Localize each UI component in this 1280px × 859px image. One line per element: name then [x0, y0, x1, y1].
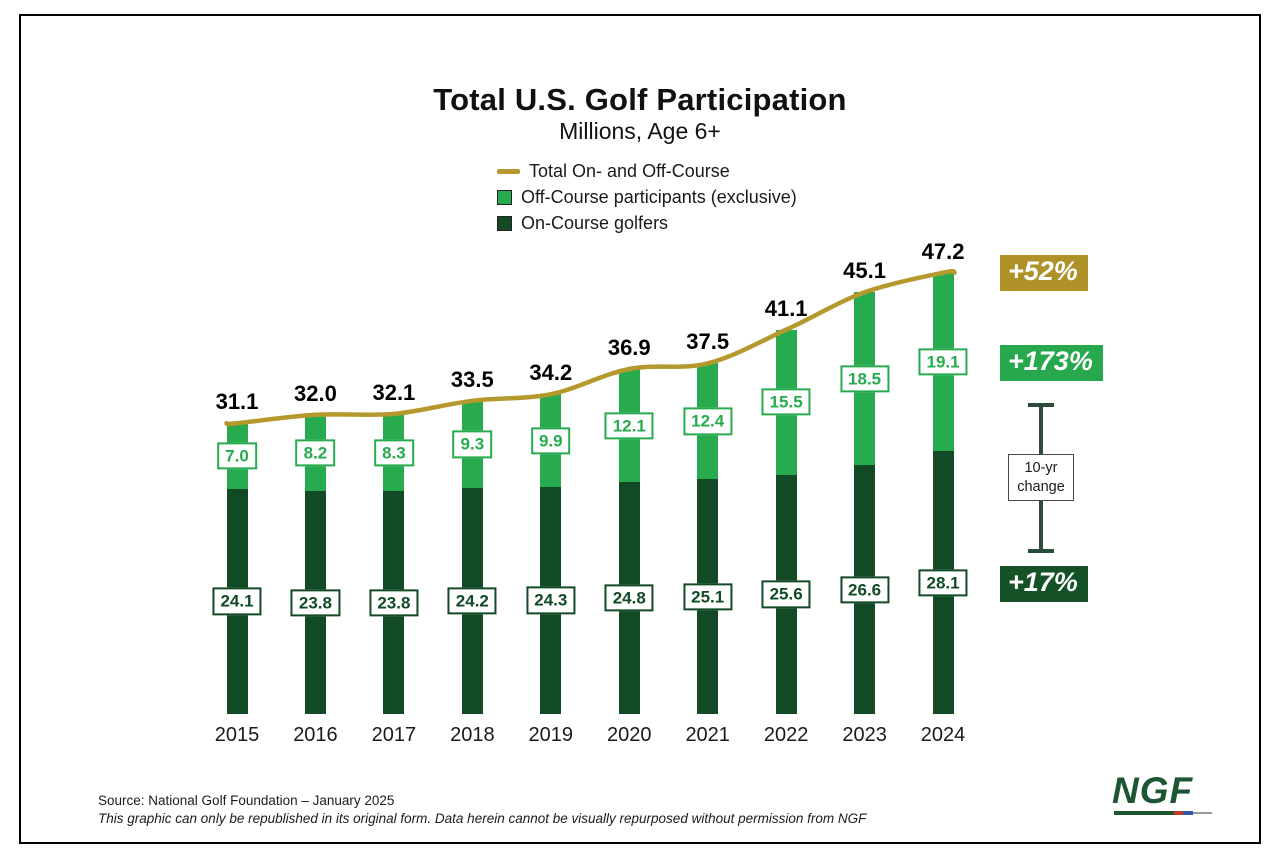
on-course-value-label: 25.6 [761, 580, 811, 608]
legend-item-on-course: On-Course golfers [497, 210, 797, 236]
on-course-value-label: 26.6 [840, 576, 890, 604]
bracket-label-line1: 10-yr [1024, 459, 1058, 476]
x-axis-year-label: 2017 [371, 724, 417, 746]
on-course-value-label: 24.3 [526, 586, 576, 615]
off-course-value-label: 9.9 [530, 426, 571, 455]
x-axis-year-label: 2022 [763, 724, 809, 746]
off-course-value-label: 12.4 [683, 407, 733, 435]
square-swatch-icon [497, 215, 512, 231]
underline-red-segment [1174, 811, 1183, 815]
on-course-change-badge: +17% [1000, 566, 1088, 602]
bracket-bottom-cap [1028, 549, 1054, 553]
x-axis-year-label: 2015 [214, 724, 260, 746]
ten-year-change-label: 10-yr change [1008, 454, 1074, 501]
source-text: Source: National Golf Foundation – Janua… [98, 793, 395, 808]
on-course-value-label: 25.1 [683, 583, 733, 611]
off-course-value-label: 8.3 [374, 439, 414, 467]
x-axis-year-label: 2016 [293, 724, 338, 746]
total-value-label: 34.2 [529, 360, 573, 386]
total-value-label: 45.1 [843, 258, 887, 284]
off-course-value-label: 8.2 [295, 439, 336, 467]
on-course-value-label: 23.8 [369, 589, 419, 617]
disclaimer-text: This graphic can only be republished in … [98, 811, 867, 826]
off-course-value-label: 15.5 [761, 388, 811, 416]
total-value-label: 41.1 [764, 295, 808, 321]
x-axis-year-label: 2024 [920, 724, 966, 746]
square-swatch-icon [497, 189, 512, 205]
total-value-label: 37.5 [686, 329, 730, 355]
total-change-badge: +52% [1000, 255, 1088, 291]
line-swatch-icon [497, 168, 520, 174]
page-subtitle: Millions, Age 6+ [559, 118, 721, 144]
page-title: Total U.S. Golf Participation [433, 82, 847, 117]
total-value-label: 36.9 [607, 334, 651, 360]
legend: Total On- and Off-Course Off-Course part… [497, 158, 797, 236]
bracket-label-line2: change [1017, 478, 1065, 495]
off-course-change-badge: +173% [1000, 345, 1103, 381]
on-course-value-label: 28.1 [918, 569, 968, 597]
on-course-value-label: 24.1 [212, 587, 262, 615]
legend-label: On-Course golfers [521, 212, 669, 233]
legend-label: Off-Course participants (exclusive) [521, 186, 797, 207]
ngf-logo-underline [1114, 811, 1212, 815]
legend-item-off-course: Off-Course participants (exclusive) [497, 184, 797, 210]
underline-blue-segment [1183, 811, 1193, 815]
ngf-logo: NGF [1112, 772, 1216, 815]
off-course-value-label: 7.0 [217, 442, 257, 470]
on-course-value-label: 24.8 [604, 584, 654, 612]
on-course-value-label: 24.2 [447, 587, 497, 615]
total-value-label: 31.1 [215, 389, 259, 415]
underline-gray-segment [1193, 812, 1212, 814]
total-value-label: 32.0 [294, 380, 337, 406]
ngf-logo-text: NGF [1112, 770, 1194, 811]
off-course-value-label: 9.3 [452, 430, 493, 458]
x-axis-year-label: 2021 [685, 724, 730, 746]
total-value-label: 33.5 [450, 366, 494, 392]
legend-item-total: Total On- and Off-Course [497, 158, 797, 184]
legend-label: Total On- and Off-Course [529, 160, 730, 181]
off-course-value-label: 12.1 [604, 411, 654, 440]
x-axis-year-label: 2020 [607, 724, 652, 746]
x-axis-year-label: 2023 [842, 724, 887, 746]
off-course-value-label: 19.1 [918, 348, 968, 376]
off-course-value-label: 18.5 [840, 365, 890, 393]
total-value-label: 47.2 [921, 238, 965, 264]
x-axis-year-label: 2019 [528, 724, 574, 746]
underline-green-segment [1114, 811, 1174, 815]
on-course-value-label: 23.8 [290, 589, 340, 617]
bracket-top-cap [1028, 403, 1054, 407]
total-value-label: 32.1 [372, 379, 416, 405]
x-axis-year-label: 2018 [450, 724, 495, 746]
